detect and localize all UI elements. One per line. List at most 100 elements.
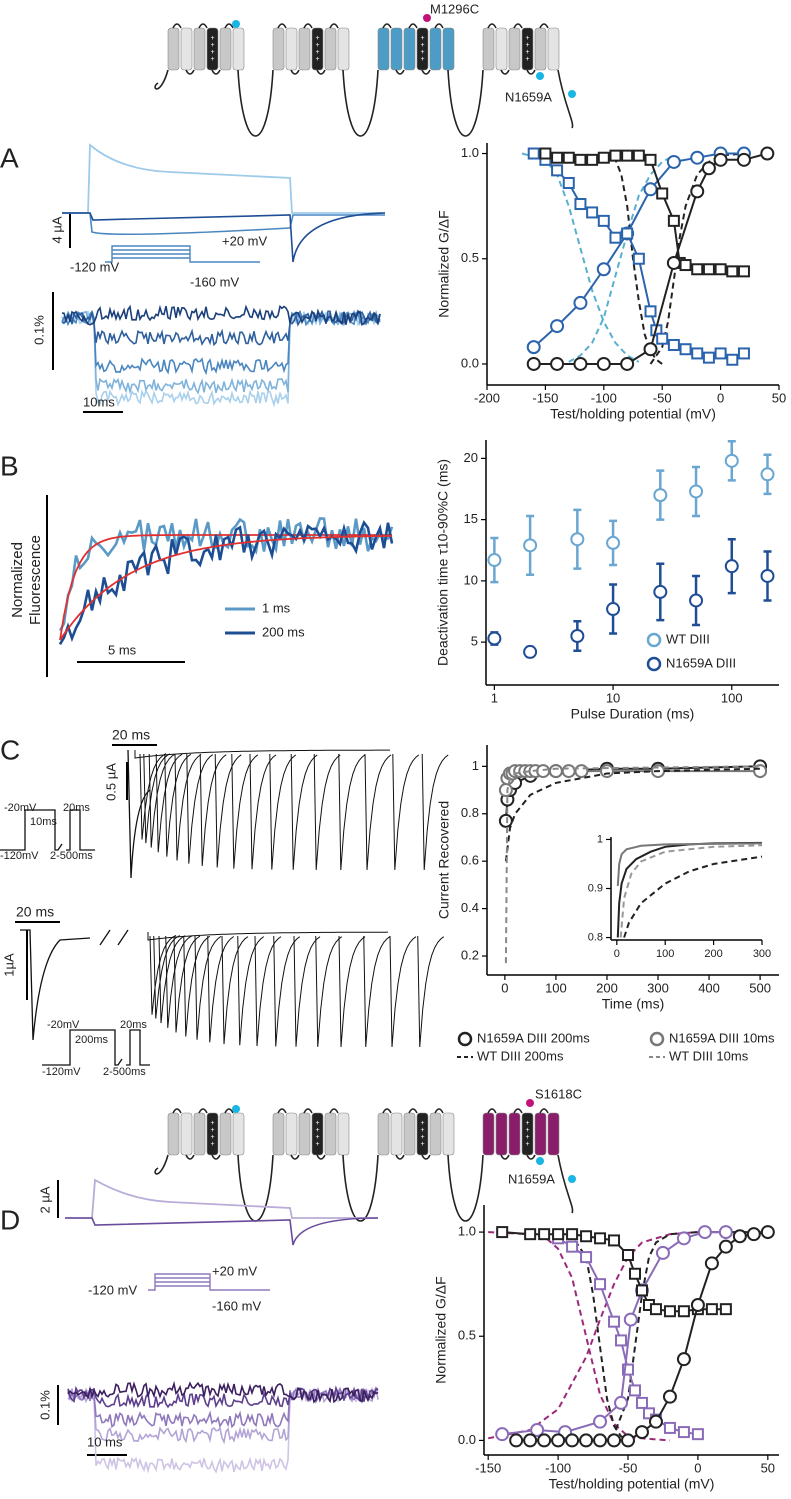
protocol-label: -20mV xyxy=(47,1019,80,1031)
point xyxy=(609,149,622,162)
y-tick-label: 0.0 xyxy=(458,1432,476,1447)
point xyxy=(643,182,658,197)
protocol-label: 20ms xyxy=(63,802,90,814)
x-tick-label: -100 xyxy=(545,1460,571,1475)
point xyxy=(760,146,775,161)
scale-label: 2 µA xyxy=(37,1186,52,1213)
trace xyxy=(277,1108,287,1114)
y-tick-label: 5 xyxy=(471,634,478,649)
trace xyxy=(172,1108,182,1114)
segment xyxy=(547,1112,560,1156)
fit-curve xyxy=(623,855,763,938)
protocol-label: -160 mV xyxy=(190,274,239,289)
point xyxy=(523,644,538,659)
site xyxy=(568,1175,576,1183)
segment xyxy=(442,27,455,71)
segment xyxy=(547,27,560,71)
point xyxy=(593,1414,608,1429)
charge: + xyxy=(315,35,319,42)
trace xyxy=(408,23,418,29)
point xyxy=(644,153,657,166)
y-tick-label: 0.8 xyxy=(588,931,603,943)
x-tick-label: -100 xyxy=(591,390,617,405)
x-tick-label: 50 xyxy=(761,1460,775,1475)
trace xyxy=(207,935,235,1043)
panel-label: B xyxy=(0,450,19,481)
x-tick-label: -150 xyxy=(532,390,558,405)
point xyxy=(628,1267,641,1280)
segment xyxy=(508,1112,521,1156)
point xyxy=(538,1228,551,1241)
trace xyxy=(237,935,265,1046)
line xyxy=(533,152,744,348)
trace xyxy=(513,23,523,29)
point xyxy=(679,343,692,356)
point xyxy=(689,484,704,499)
x-tick-label: -200 xyxy=(474,390,500,405)
point xyxy=(570,629,585,643)
point xyxy=(667,339,680,352)
point xyxy=(608,1315,621,1328)
trace xyxy=(237,69,274,137)
trace xyxy=(62,212,385,236)
point xyxy=(498,783,513,798)
line xyxy=(516,1231,768,1442)
point xyxy=(760,467,775,482)
point xyxy=(566,1228,579,1241)
point xyxy=(594,1232,607,1245)
x-tick-label: 500 xyxy=(749,980,771,995)
point xyxy=(746,1227,761,1242)
point xyxy=(732,1229,747,1244)
trace xyxy=(231,753,259,869)
charge: + xyxy=(210,1141,214,1148)
point xyxy=(597,214,610,227)
protocol-label: 10ms xyxy=(30,816,57,828)
charge: + xyxy=(525,35,529,42)
axis-label: Normalized xyxy=(9,542,26,618)
x-tick-label: 1 xyxy=(491,690,498,705)
point xyxy=(705,1303,718,1316)
point xyxy=(622,1249,635,1261)
point xyxy=(760,568,775,583)
charge: + xyxy=(420,56,424,63)
trace xyxy=(198,23,208,29)
y-axis-label: Normalized G/ΔF xyxy=(433,1276,449,1383)
inset-frame xyxy=(605,833,768,944)
trace xyxy=(67,1386,379,1429)
trace xyxy=(147,931,389,941)
y-tick-label: 0.4 xyxy=(461,900,479,915)
trace xyxy=(417,935,445,1048)
x-tick-label: 100 xyxy=(545,980,567,995)
trace xyxy=(185,69,195,75)
point xyxy=(550,319,565,334)
segment xyxy=(272,27,285,71)
trace xyxy=(539,23,549,29)
point xyxy=(597,151,610,164)
point xyxy=(548,764,563,779)
point xyxy=(621,227,634,240)
trace xyxy=(134,749,390,759)
segment xyxy=(403,27,416,71)
y-tick-label: 0.2 xyxy=(461,947,479,962)
point xyxy=(561,764,576,779)
charge: + xyxy=(315,1127,319,1134)
legend-label: N1659A DIII xyxy=(666,655,736,670)
fit-curve xyxy=(488,1231,670,1442)
point xyxy=(690,1298,705,1312)
trace xyxy=(67,1380,379,1404)
point xyxy=(539,147,552,160)
legend-label: 200 ms xyxy=(262,624,305,639)
trace xyxy=(211,69,221,75)
trace xyxy=(500,69,510,75)
charge: + xyxy=(525,1120,529,1127)
trace xyxy=(395,69,405,75)
trace xyxy=(303,1108,313,1114)
y-axis-label: Current Recovered xyxy=(436,801,452,919)
mutation-label: N1659A xyxy=(508,1171,555,1186)
point xyxy=(679,259,692,272)
point xyxy=(737,347,750,360)
trace xyxy=(290,753,318,870)
line xyxy=(502,1231,726,1436)
trace xyxy=(249,753,277,870)
